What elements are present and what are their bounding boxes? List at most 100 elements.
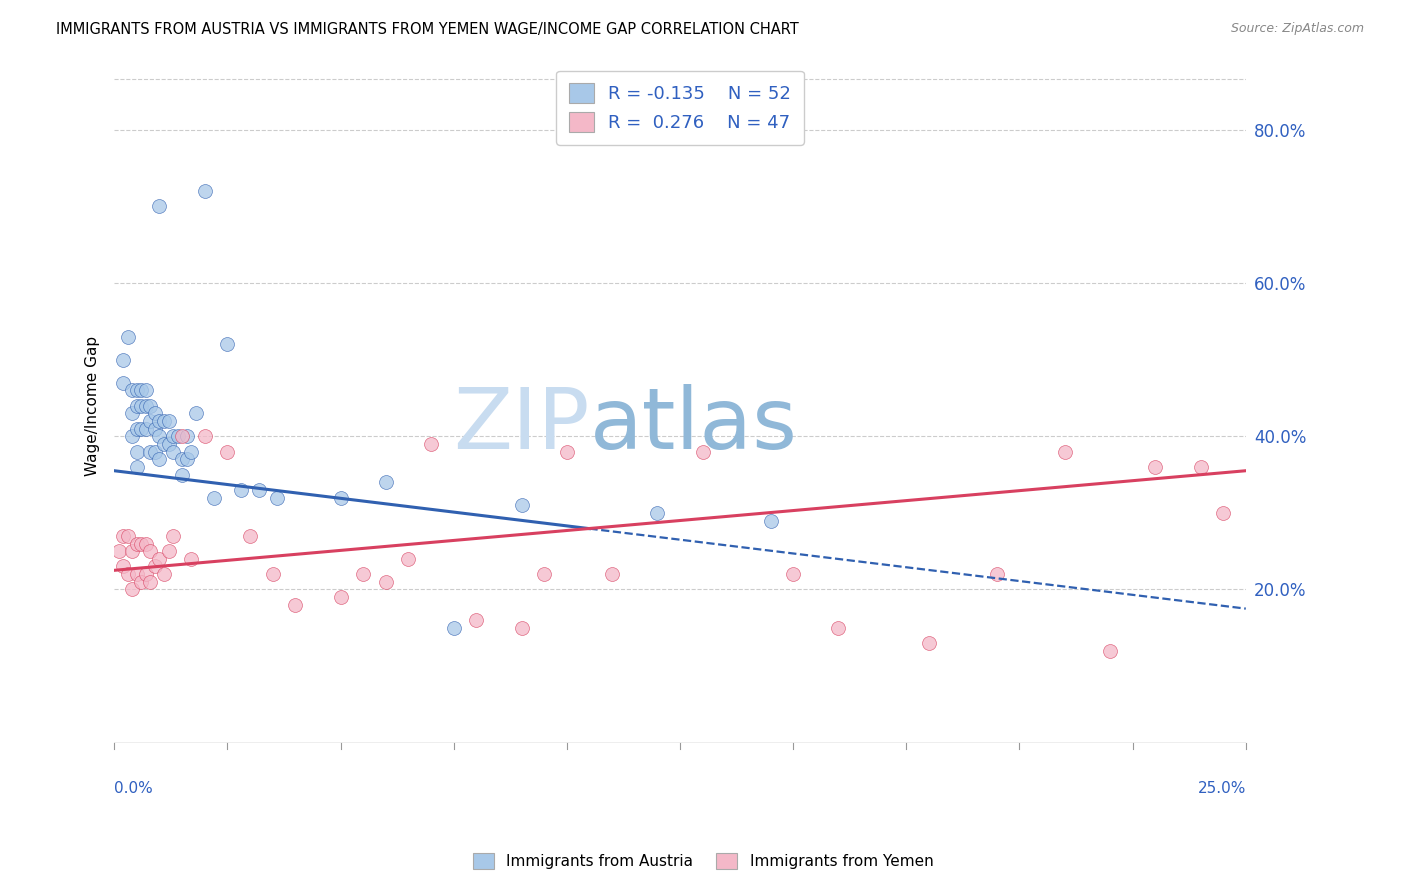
Point [125, 421, 148, 435]
Point [112, 529, 135, 543]
Point [139, 444, 162, 458]
Point [148, 199, 170, 213]
Point [162, 444, 184, 458]
Point [125, 536, 148, 550]
Point [139, 399, 162, 413]
Legend: R = -0.135    N = 52, R =  0.276    N = 47: R = -0.135 N = 52, R = 0.276 N = 47 [555, 70, 804, 145]
Point [125, 399, 148, 413]
Point [329, 491, 352, 505]
Point [262, 567, 284, 582]
Point [1144, 459, 1167, 474]
Point [420, 437, 443, 451]
Point [143, 559, 166, 574]
Point [117, 529, 139, 543]
Point [131, 421, 153, 435]
Point [176, 429, 198, 443]
Point [157, 414, 180, 428]
Point [510, 498, 533, 512]
Point [1098, 644, 1121, 658]
Point [131, 536, 153, 550]
Point [533, 567, 555, 582]
Point [112, 559, 135, 574]
Point [117, 329, 139, 343]
Point [107, 544, 129, 558]
Point [284, 598, 307, 612]
Point [1212, 506, 1234, 520]
Point [125, 459, 148, 474]
Point [266, 491, 288, 505]
Point [121, 429, 143, 443]
Point [148, 551, 170, 566]
Point [352, 567, 374, 582]
Point [692, 444, 714, 458]
Point [143, 406, 166, 420]
Point [465, 613, 488, 627]
Point [647, 506, 669, 520]
Legend: Immigrants from Austria, Immigrants from Yemen: Immigrants from Austria, Immigrants from… [467, 847, 939, 875]
Point [117, 567, 139, 582]
Text: ZIP: ZIP [453, 384, 589, 467]
Point [139, 544, 162, 558]
Point [162, 529, 184, 543]
Point [217, 337, 239, 351]
Point [135, 399, 157, 413]
Text: Source: ZipAtlas.com: Source: ZipAtlas.com [1230, 22, 1364, 36]
Point [135, 567, 157, 582]
Y-axis label: Wage/Income Gap: Wage/Income Gap [86, 335, 100, 475]
Point [510, 621, 533, 635]
Point [229, 483, 252, 497]
Point [121, 384, 143, 398]
Point [153, 567, 176, 582]
Point [172, 467, 194, 482]
Point [184, 406, 207, 420]
Point [759, 514, 782, 528]
Point [1189, 459, 1212, 474]
Point [125, 444, 148, 458]
Point [600, 567, 623, 582]
Point [172, 452, 194, 467]
Point [1053, 444, 1076, 458]
Text: 0.0%: 0.0% [114, 781, 153, 796]
Point [112, 376, 135, 390]
Point [172, 429, 194, 443]
Point [918, 636, 941, 650]
Point [153, 437, 176, 451]
Text: IMMIGRANTS FROM AUSTRIA VS IMMIGRANTS FROM YEMEN WAGE/INCOME GAP CORRELATION CHA: IMMIGRANTS FROM AUSTRIA VS IMMIGRANTS FR… [56, 22, 799, 37]
Point [202, 491, 225, 505]
Point [135, 384, 157, 398]
Point [374, 574, 396, 589]
Point [121, 582, 143, 597]
Point [986, 567, 1008, 582]
Point [139, 414, 162, 428]
Point [148, 429, 170, 443]
Point [443, 621, 465, 635]
Point [135, 536, 157, 550]
Point [148, 452, 170, 467]
Point [143, 421, 166, 435]
Point [121, 406, 143, 420]
Point [162, 429, 184, 443]
Point [157, 544, 180, 558]
Point [125, 567, 148, 582]
Point [153, 414, 176, 428]
Point [143, 444, 166, 458]
Point [194, 184, 217, 198]
Point [166, 429, 188, 443]
Point [782, 567, 804, 582]
Point [180, 444, 202, 458]
Point [131, 399, 153, 413]
Point [139, 574, 162, 589]
Text: atlas: atlas [589, 384, 797, 467]
Point [247, 483, 270, 497]
Text: 25.0%: 25.0% [1198, 781, 1246, 796]
Point [131, 384, 153, 398]
Point [135, 421, 157, 435]
Point [112, 352, 135, 367]
Point [180, 551, 202, 566]
Point [131, 574, 153, 589]
Point [148, 414, 170, 428]
Point [217, 444, 239, 458]
Point [329, 590, 352, 604]
Point [396, 551, 419, 566]
Point [121, 544, 143, 558]
